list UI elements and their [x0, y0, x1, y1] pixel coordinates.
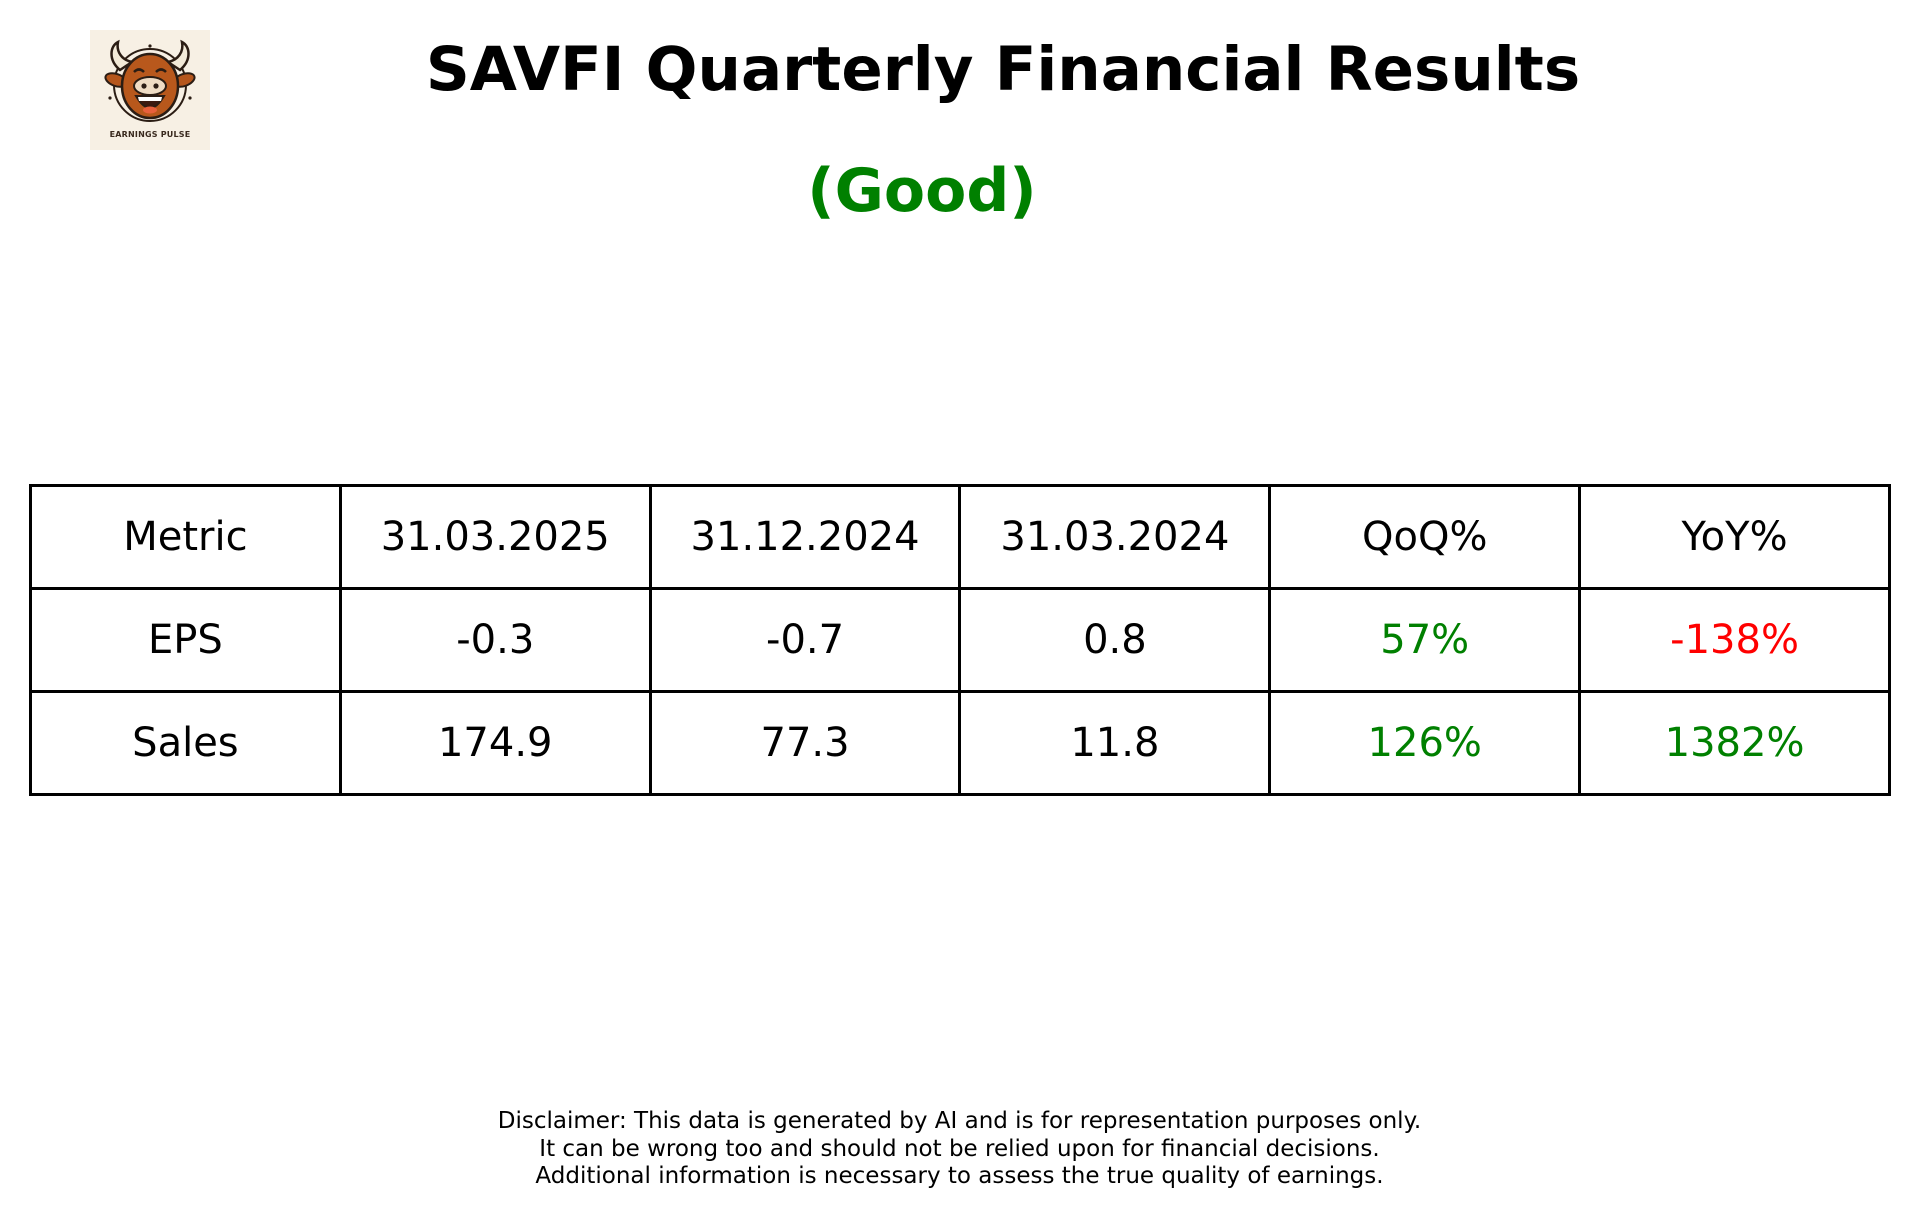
column-header-yoy: YoY%	[1578, 484, 1891, 590]
value-year-ago-quarter: 0.8	[958, 587, 1272, 693]
table-row: EPS -0.3 -0.7 0.8 57% -138%	[29, 587, 1891, 693]
column-header-metric: Metric	[29, 484, 342, 590]
disclaimer-line: Additional information is necessary to a…	[535, 1163, 1384, 1189]
rating-label: (Good)	[807, 156, 1037, 226]
earnings-pulse-logo: EARNINGS PULSE	[90, 30, 210, 150]
disclaimer: Disclaimer: This data is generated by AI…	[0, 1108, 1919, 1191]
table-header-row: Metric 31.03.2025 31.12.2024 31.03.2024 …	[29, 484, 1891, 590]
metric-name: Sales	[29, 690, 342, 796]
qoq-change: 57%	[1268, 587, 1582, 693]
column-header-current-quarter: 31.03.2025	[338, 484, 652, 590]
qoq-change: 126%	[1268, 690, 1582, 796]
disclaimer-line: It can be wrong too and should not be re…	[539, 1135, 1380, 1162]
table-row: Sales 174.9 77.3 11.8 126% 1382%	[29, 690, 1891, 796]
metric-name: EPS	[29, 587, 342, 693]
yoy-change: 1382%	[1578, 690, 1891, 796]
value-previous-quarter: -0.7	[648, 587, 962, 693]
column-header-year-ago-quarter: 31.03.2024	[958, 484, 1272, 590]
value-current-quarter: -0.3	[338, 587, 652, 693]
yoy-change: -138%	[1578, 587, 1891, 693]
value-year-ago-quarter: 11.8	[958, 690, 1272, 796]
disclaimer-line: Disclaimer: This data is generated by AI…	[497, 1108, 1422, 1134]
logo-caption: EARNINGS PULSE	[109, 130, 191, 139]
value-current-quarter: 174.9	[338, 690, 652, 796]
bull-mascot-icon	[104, 39, 196, 122]
column-header-previous-quarter: 31.12.2024	[648, 484, 962, 590]
value-previous-quarter: 77.3	[648, 690, 962, 796]
financial-results-table: Metric 31.03.2025 31.12.2024 31.03.2024 …	[29, 484, 1891, 796]
page-title: SAVFI Quarterly Financial Results	[425, 34, 1581, 105]
column-header-qoq: QoQ%	[1268, 484, 1582, 590]
